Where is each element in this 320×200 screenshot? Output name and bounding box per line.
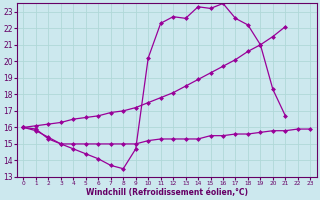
X-axis label: Windchill (Refroidissement éolien,°C): Windchill (Refroidissement éolien,°C) — [86, 188, 248, 197]
